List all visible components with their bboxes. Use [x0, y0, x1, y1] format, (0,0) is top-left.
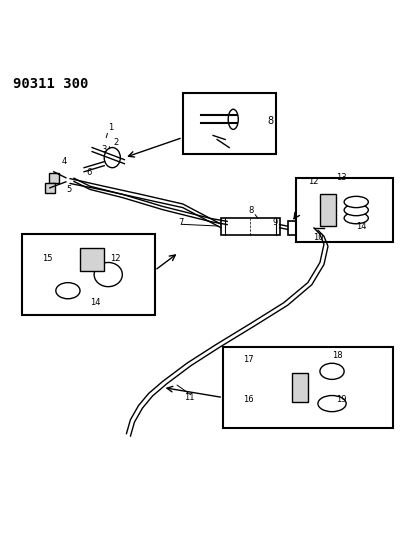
Bar: [182, 93, 275, 154]
Text: 16: 16: [243, 395, 253, 404]
Text: 5: 5: [66, 185, 72, 195]
Bar: [221, 218, 279, 235]
Text: 12: 12: [110, 254, 120, 263]
Text: 13: 13: [335, 173, 346, 182]
Text: 14: 14: [90, 298, 100, 308]
Text: 7: 7: [178, 219, 183, 228]
Text: 17: 17: [243, 355, 253, 364]
Ellipse shape: [343, 213, 367, 224]
Text: 12: 12: [307, 177, 318, 187]
Ellipse shape: [343, 204, 367, 216]
Bar: [21, 234, 154, 315]
Text: 3: 3: [101, 145, 107, 154]
Ellipse shape: [94, 262, 122, 287]
Text: 2: 2: [113, 138, 119, 147]
Text: 90311 300: 90311 300: [13, 77, 89, 91]
Ellipse shape: [55, 282, 80, 299]
Bar: [319, 194, 335, 226]
Text: 8: 8: [248, 206, 254, 215]
Text: 14: 14: [355, 222, 366, 231]
Bar: [49, 173, 58, 183]
Text: 15: 15: [42, 254, 52, 263]
Text: 1: 1: [107, 123, 113, 132]
Ellipse shape: [319, 364, 343, 379]
Text: 11: 11: [183, 393, 194, 402]
Ellipse shape: [343, 196, 367, 208]
Text: 10: 10: [312, 233, 322, 242]
Ellipse shape: [317, 395, 345, 411]
Ellipse shape: [228, 109, 238, 130]
Bar: [45, 183, 55, 193]
Text: 9: 9: [272, 217, 277, 227]
Bar: [295, 178, 392, 243]
Bar: [287, 221, 313, 235]
Text: 6: 6: [86, 168, 92, 177]
Bar: [80, 248, 104, 271]
Text: 19: 19: [335, 395, 346, 404]
Bar: [223, 347, 392, 428]
Text: 18: 18: [331, 351, 342, 360]
Bar: [291, 373, 307, 401]
Text: 4: 4: [61, 157, 66, 166]
Ellipse shape: [104, 148, 120, 168]
Text: 8: 8: [267, 116, 273, 126]
